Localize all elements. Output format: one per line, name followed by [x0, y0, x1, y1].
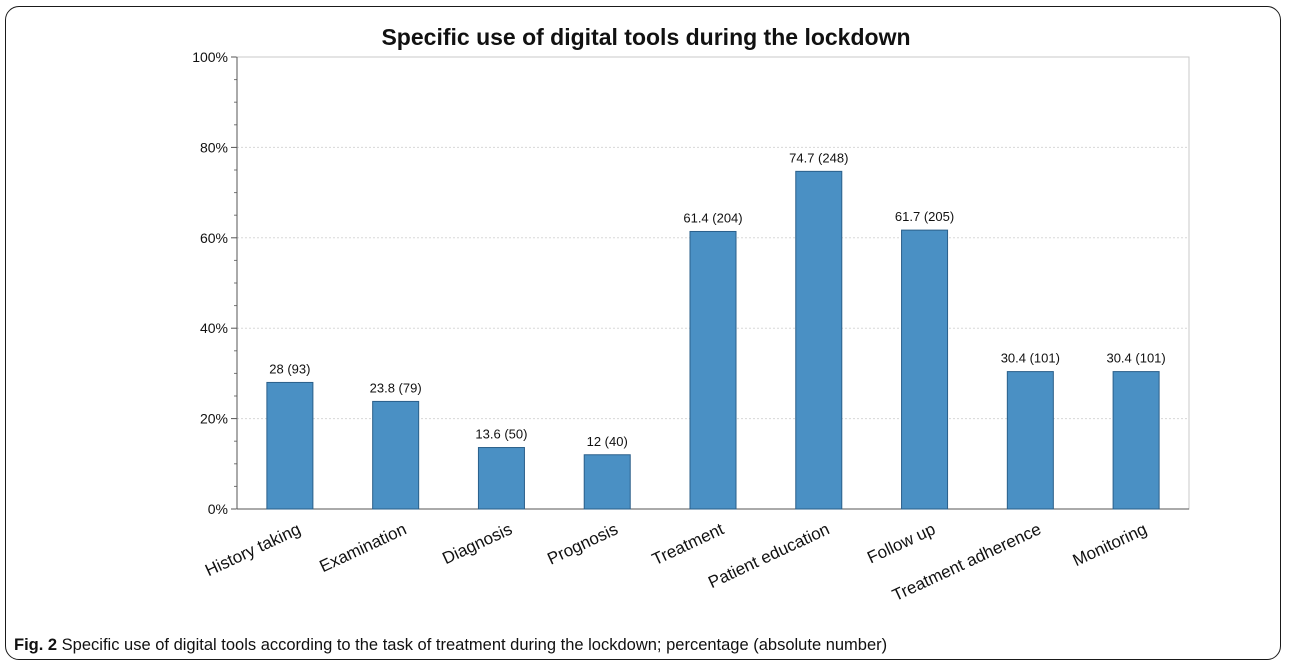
x-category-label: Follow up [864, 519, 938, 567]
bar [1006, 371, 1054, 510]
figure-label: Fig. 2 [14, 636, 58, 654]
bar [372, 400, 420, 510]
chart-title: Specific use of digital tools during the… [381, 24, 911, 50]
y-tick-label: 40% [200, 320, 228, 336]
x-category-label: Patient education [705, 519, 832, 592]
bar [689, 230, 737, 510]
bar [795, 170, 843, 510]
y-tick-label: 80% [200, 139, 228, 155]
figure-caption-text: Specific use of digital tools according … [57, 636, 888, 654]
y-tick-label: 100% [192, 49, 228, 65]
x-category-label: Prognosis [544, 519, 621, 568]
y-tick-label: 60% [200, 230, 228, 246]
bar [1112, 371, 1160, 510]
data-label: 13.6 (50) [475, 427, 527, 442]
bar [583, 454, 631, 510]
x-category-label: Monitoring [1070, 519, 1150, 570]
data-label: 28 (93) [269, 361, 310, 376]
data-label: 23.8 (79) [370, 380, 422, 395]
y-tick-label: 0% [208, 501, 228, 517]
bar [901, 229, 949, 510]
x-category-label: Treatment [649, 519, 727, 569]
x-category-label: History taking [202, 519, 303, 580]
figure-caption: Fig. 2 Specific use of digital tools acc… [14, 636, 887, 655]
data-label: 30.4 (101) [1106, 351, 1165, 366]
data-label: 61.7 (205) [895, 209, 954, 224]
x-category-label: Diagnosis [439, 519, 515, 568]
data-label: 74.7 (248) [789, 150, 848, 165]
bar [266, 381, 314, 510]
x-category-label: Examination [317, 519, 410, 576]
bar [477, 447, 525, 510]
data-label: 30.4 (101) [1001, 351, 1060, 366]
figure-frame [5, 6, 1281, 660]
y-tick-label: 20% [200, 411, 228, 427]
data-label: 61.4 (204) [683, 210, 742, 225]
data-label: 12 (40) [587, 434, 628, 449]
